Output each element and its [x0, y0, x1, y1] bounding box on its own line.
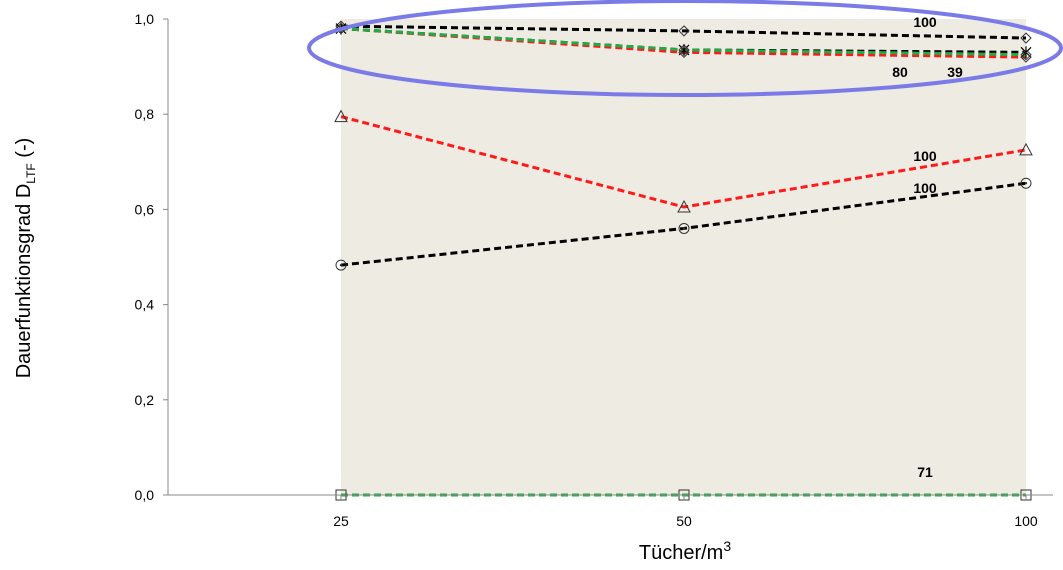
y-tick-label: 0,2	[135, 392, 155, 408]
data-point	[1020, 32, 1032, 44]
x-tick-label: 50	[676, 513, 692, 529]
x-tick-label: 25	[333, 513, 349, 529]
data-point-center	[339, 263, 343, 267]
annotation-label: 80	[892, 64, 908, 80]
data-point	[678, 25, 690, 37]
x-tick-label: 100	[1014, 513, 1038, 529]
x-tick-layer: 25 50 100	[333, 495, 1038, 529]
data-point	[678, 46, 690, 59]
data-point	[335, 259, 347, 271]
y-tick-label: 0,0	[135, 487, 155, 503]
data-point	[1019, 142, 1033, 156]
annotation-label: 71	[917, 464, 933, 480]
data-point	[678, 222, 690, 234]
annotation-label: 39	[947, 64, 963, 80]
annotation-layer: 100 80 39 100 100 71	[892, 14, 963, 480]
x-axis-title-sup: 3	[723, 538, 731, 554]
y-tick-label: 1,0	[135, 11, 155, 27]
shaded-region	[341, 19, 1026, 495]
y-tick-label: 0,6	[135, 201, 155, 217]
annotation-label: 100	[913, 14, 937, 30]
annotation-label: 100	[913, 180, 937, 196]
y-tick-label: 0,8	[135, 106, 155, 122]
data-point	[678, 43, 690, 56]
data-point	[1020, 177, 1032, 189]
y-tick-label: 0,4	[135, 297, 155, 313]
data-point	[678, 44, 690, 56]
data-point	[334, 109, 348, 123]
x-axis-title: Tücher/m3	[639, 538, 731, 564]
highlight-ellipse	[307, 0, 1063, 97]
data-point	[1020, 51, 1032, 63]
y-tick-layer: 0,0 0,2 0,4 0,6 0,8 1,0	[135, 11, 168, 503]
series-line	[340, 24, 1027, 40]
data-point	[677, 199, 691, 213]
series-line	[340, 115, 1027, 209]
data-point	[1020, 48, 1032, 61]
data-point-center	[682, 227, 686, 230]
annotation-label: 100	[913, 148, 937, 164]
y-axis-title-suffix: (-)	[13, 138, 35, 164]
y-axis-title-sub: LTF	[24, 163, 38, 183]
y-axis-title: Dauerfunktionsgrad DLTF (-)	[13, 138, 38, 379]
data-point-center	[1024, 182, 1028, 185]
